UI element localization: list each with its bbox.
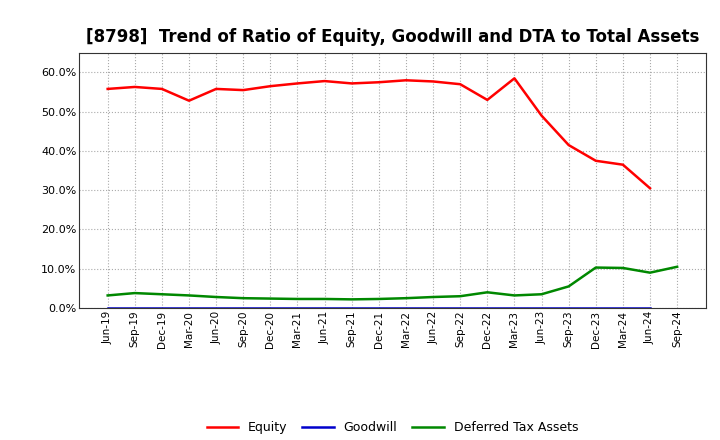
Equity	[130, 84, 139, 90]
Equity	[212, 86, 220, 92]
Deferred Tax Assets	[104, 293, 112, 298]
Equity	[402, 77, 410, 83]
Deferred Tax Assets	[158, 292, 166, 297]
Deferred Tax Assets	[212, 294, 220, 300]
Line: Deferred Tax Assets: Deferred Tax Assets	[108, 267, 677, 299]
Goodwill	[537, 305, 546, 310]
Equity	[104, 86, 112, 92]
Equity	[483, 97, 492, 103]
Equity	[591, 158, 600, 163]
Deferred Tax Assets	[456, 293, 464, 299]
Equity	[374, 80, 383, 85]
Equity	[564, 143, 573, 148]
Deferred Tax Assets	[646, 270, 654, 275]
Deferred Tax Assets	[374, 296, 383, 301]
Deferred Tax Assets	[239, 296, 248, 301]
Deferred Tax Assets	[618, 265, 627, 271]
Deferred Tax Assets	[402, 296, 410, 301]
Equity	[428, 79, 437, 84]
Deferred Tax Assets	[564, 284, 573, 289]
Goodwill	[510, 305, 518, 310]
Deferred Tax Assets	[510, 293, 518, 298]
Goodwill	[158, 305, 166, 310]
Title: [8798]  Trend of Ratio of Equity, Goodwill and DTA to Total Assets: [8798] Trend of Ratio of Equity, Goodwil…	[86, 28, 699, 46]
Goodwill	[591, 305, 600, 310]
Equity	[293, 81, 302, 86]
Line: Equity: Equity	[108, 78, 650, 188]
Goodwill	[130, 305, 139, 310]
Goodwill	[266, 305, 275, 310]
Goodwill	[104, 305, 112, 310]
Goodwill	[618, 305, 627, 310]
Goodwill	[374, 305, 383, 310]
Goodwill	[646, 305, 654, 310]
Deferred Tax Assets	[591, 265, 600, 270]
Deferred Tax Assets	[348, 297, 356, 302]
Goodwill	[483, 305, 492, 310]
Deferred Tax Assets	[672, 264, 681, 269]
Goodwill	[212, 305, 220, 310]
Deferred Tax Assets	[428, 294, 437, 300]
Legend: Equity, Goodwill, Deferred Tax Assets: Equity, Goodwill, Deferred Tax Assets	[207, 422, 578, 434]
Goodwill	[456, 305, 464, 310]
Deferred Tax Assets	[185, 293, 194, 298]
Equity	[618, 162, 627, 167]
Equity	[320, 78, 329, 84]
Equity	[456, 81, 464, 87]
Goodwill	[320, 305, 329, 310]
Goodwill	[428, 305, 437, 310]
Equity	[537, 113, 546, 118]
Equity	[646, 186, 654, 191]
Goodwill	[564, 305, 573, 310]
Equity	[158, 86, 166, 92]
Deferred Tax Assets	[266, 296, 275, 301]
Deferred Tax Assets	[483, 290, 492, 295]
Equity	[185, 98, 194, 103]
Equity	[266, 84, 275, 89]
Goodwill	[239, 305, 248, 310]
Goodwill	[293, 305, 302, 310]
Deferred Tax Assets	[320, 296, 329, 301]
Deferred Tax Assets	[130, 290, 139, 296]
Goodwill	[185, 305, 194, 310]
Equity	[348, 81, 356, 86]
Goodwill	[402, 305, 410, 310]
Deferred Tax Assets	[537, 292, 546, 297]
Goodwill	[348, 305, 356, 310]
Equity	[510, 76, 518, 81]
Deferred Tax Assets	[293, 296, 302, 301]
Equity	[239, 88, 248, 93]
